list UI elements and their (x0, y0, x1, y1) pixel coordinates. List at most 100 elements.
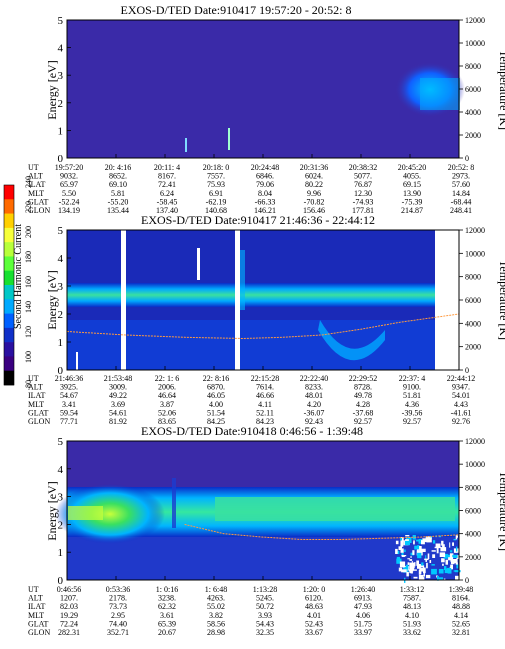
table-cell: 135.44 (107, 206, 129, 215)
sparkle-point (438, 569, 444, 574)
sparkle-point (417, 545, 420, 551)
colorbar-cell (4, 313, 14, 329)
table-cell: 2.95 (111, 611, 125, 620)
table-cell: 92.57 (354, 417, 372, 426)
table-cell: 46.66 (256, 391, 274, 400)
sparkle-point (407, 562, 410, 565)
sparkle-point (443, 553, 449, 559)
y-tick-label: 4 (58, 464, 64, 476)
table-cell: 1:33:12 (400, 585, 424, 594)
y2-tick-label: 8000 (465, 483, 481, 492)
y2-tick-label: 4000 (465, 530, 481, 539)
table-cell: 1: 6:48 (205, 585, 227, 594)
table-cell: 4055. (403, 172, 421, 181)
colorbar-tick-label: 100 (24, 351, 33, 363)
table-cell: 0:46:56 (57, 585, 81, 594)
sparkle-point (409, 559, 413, 561)
sparkle-point (404, 540, 410, 546)
colorbar-ticks: 240 220 200 180 160 140 120 100 80 (24, 176, 33, 388)
table-cell: 58.56 (207, 619, 225, 628)
table-row-label: GLON (28, 417, 50, 426)
sparkle-point (421, 562, 424, 566)
sparkle-point (395, 548, 398, 554)
table-cell: 84.25 (207, 417, 225, 426)
table-cell: 33.97 (354, 628, 372, 637)
table-cell: 3925. (60, 383, 78, 392)
table-cell: 4.06 (356, 611, 370, 620)
table-cell: 4.28 (356, 400, 370, 409)
sparkle-point (418, 541, 422, 544)
y-tick-label: 4 (58, 253, 64, 265)
panel-1-title: EXOS-D/TED Date:910417 19:57:20 - 20:52:… (121, 3, 352, 17)
y-tick-label: 1 (58, 547, 64, 559)
sparkle-point (452, 554, 458, 558)
table-cell: 74.40 (109, 619, 127, 628)
sparkle-point (436, 547, 439, 554)
table-cell: -66.33 (255, 197, 276, 206)
table-cell: 48.01 (305, 391, 323, 400)
y2-tick-label: 10000 (465, 249, 485, 258)
sparkle-point (420, 548, 426, 552)
table-cell: 51.93 (403, 619, 421, 628)
panel-3-y2label: Temperature [K] (497, 471, 505, 551)
sparkle-point (396, 556, 400, 561)
colorbar-cell (4, 285, 14, 300)
table-cell: 282.31 (58, 628, 80, 637)
panel-2-info-table: UT 21:46:36 21:53:48 22: 1: 6 22: 8:16 22:15:… (28, 374, 475, 426)
table-cell: 156.46 (303, 206, 325, 215)
table-cell: 73.73 (109, 602, 127, 611)
panel-2-band (67, 283, 459, 307)
table-cell: 46.05 (207, 391, 225, 400)
sparkle-point (422, 577, 425, 581)
sparkle-point (423, 573, 425, 577)
table-cell: 20:18: 0 (203, 163, 229, 172)
table-cell: 49.78 (354, 391, 372, 400)
table-cell: 54.01 (452, 391, 470, 400)
table-cell: 82.03 (60, 602, 78, 611)
table-cell: 1207. (60, 594, 78, 603)
table-cell: 20:11: 4 (154, 163, 180, 172)
panel-1-spike-b (228, 128, 230, 150)
table-cell: 6024. (305, 172, 323, 181)
colorbar-frame (3, 184, 15, 386)
panel-1-enhancement-core (420, 78, 460, 110)
panel-3-temperature-trace (184, 523, 460, 540)
panel-2-gap-a (121, 230, 126, 370)
table-cell: -39.56 (402, 408, 423, 417)
sparkle-point (447, 554, 451, 558)
table-cell: 48.88 (452, 602, 470, 611)
sparkle-point (455, 562, 458, 565)
y-tick-label: 0 (58, 365, 64, 377)
sparkle-point (412, 535, 416, 540)
table-cell: 57.60 (452, 180, 470, 189)
table-cell: 248.41 (450, 206, 472, 215)
table-cell: 2178. (109, 594, 127, 603)
sparkle-point (396, 558, 402, 564)
table-cell: 22:29:52 (349, 374, 377, 383)
sparkle-point (425, 536, 430, 541)
colorbar-tick-label: 80 (24, 380, 33, 388)
table-cell: 55.02 (207, 602, 225, 611)
table-cell: 4.11 (258, 400, 272, 409)
table-cell: 20:31:36 (300, 163, 328, 172)
table-cell: 19.29 (60, 611, 78, 620)
sparkle-point (410, 569, 413, 574)
table-row-label: MLT (28, 611, 44, 620)
table-cell: 84.23 (256, 417, 274, 426)
panel-3-yticks: 0 1 2 3 4 5 (58, 436, 460, 587)
sparkle-point (450, 564, 453, 570)
table-cell: 4.01 (307, 611, 321, 620)
y-tick-label: 3 (58, 492, 64, 504)
table-cell: 1: 0:16 (156, 585, 178, 594)
table-cell: 177.81 (352, 206, 374, 215)
table-cell: 51.75 (354, 619, 372, 628)
table-cell: 3.61 (160, 611, 174, 620)
table-cell: 6846. (256, 172, 274, 181)
table-cell: 9.96 (307, 189, 321, 198)
table-cell: 1:13:28 (253, 585, 277, 594)
table-cell: 20:24:48 (251, 163, 279, 172)
sparkle-point (439, 552, 446, 557)
sparkle-point (456, 564, 459, 569)
table-cell: 2973. (452, 172, 470, 181)
